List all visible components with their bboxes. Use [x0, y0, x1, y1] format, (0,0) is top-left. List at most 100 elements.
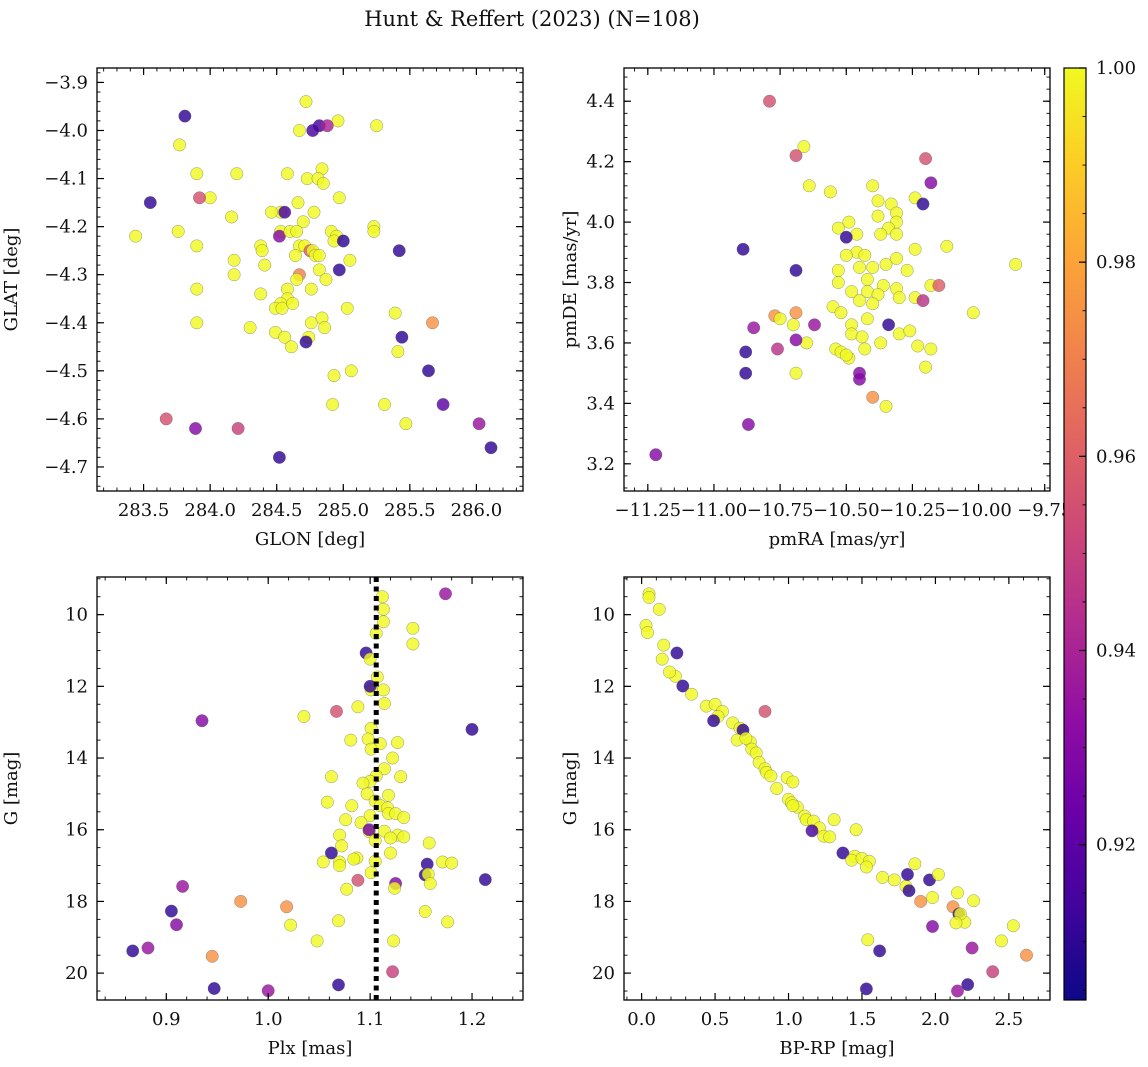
data-point [789, 306, 803, 320]
data-point [297, 709, 311, 723]
data-point [789, 333, 803, 347]
data-point [670, 646, 684, 660]
data-point [351, 873, 365, 887]
x-tick-label: −10.00 [945, 500, 1012, 521]
data-point [931, 868, 945, 881]
data-point [288, 249, 302, 262]
colorbar-tick-label: 0.96 [1096, 446, 1136, 467]
x-axis-label: BP-RP [mag] [779, 1038, 894, 1059]
data-point [839, 230, 853, 244]
data-point [834, 306, 848, 320]
data-point [264, 205, 278, 219]
data-point [382, 788, 395, 802]
x-axis-label: GLON [deg] [255, 529, 365, 550]
data-point [388, 881, 402, 895]
x-axis-label: pmRA [mas/yr] [769, 529, 906, 550]
data-point [384, 831, 397, 845]
data-point [441, 915, 455, 929]
data-point [839, 348, 853, 362]
data-point [333, 859, 347, 873]
panels: 283.5 284.0 284.5 285.0 285.5 286.0 −4.7 −4.6 −4… [1, 67, 1072, 1059]
data-point [387, 934, 401, 948]
data-point [332, 263, 346, 277]
data-point [284, 918, 298, 932]
y-tick-label: 3.8 [586, 273, 615, 294]
data-point [376, 615, 390, 629]
data-point [234, 894, 248, 908]
data-point [327, 369, 341, 383]
data-point [1006, 919, 1020, 933]
axes-frame [96, 576, 524, 1001]
data-point [362, 823, 376, 837]
data-point [901, 868, 914, 881]
data-point [275, 301, 289, 315]
data-point [205, 949, 219, 963]
data-points [129, 95, 498, 464]
data-point [932, 279, 946, 292]
data-point [758, 704, 772, 718]
data-point [356, 776, 370, 790]
data-point [436, 398, 450, 411]
x-tick-label: −10.25 [879, 500, 946, 521]
data-point [170, 918, 183, 932]
data-point [949, 916, 963, 930]
data-point [344, 364, 358, 378]
data-point [771, 342, 784, 356]
data-point [926, 891, 939, 904]
y-tick-label: 10 [65, 605, 88, 626]
data-point [882, 318, 896, 332]
scatter-panel-1: 283.5 284.0 284.5 285.0 285.5 286.0 −4.7 −4.6 −4… [1, 67, 524, 550]
data-point [849, 823, 863, 837]
data-point [924, 176, 938, 190]
x-tick-label: 286.0 [451, 500, 503, 521]
data-point [304, 282, 318, 296]
data-point [685, 687, 699, 701]
data-point [280, 900, 294, 914]
data-point [316, 176, 330, 190]
data-point [332, 191, 346, 205]
data-point [965, 941, 979, 955]
x-tick-label: 1.0 [774, 1009, 803, 1030]
data-point [940, 239, 954, 253]
data-point [392, 244, 406, 258]
y-tick-label: −4.5 [44, 361, 88, 382]
y-axis-label: G [mag] [1, 752, 22, 825]
y-tick-label: −4.0 [44, 120, 88, 141]
x-tick-label: 1.1 [356, 1009, 385, 1030]
y-tick-label: 14 [65, 748, 88, 769]
y-axis-label: GLAT [deg] [1, 228, 22, 332]
axes-frame [623, 67, 1051, 492]
x-tick-label: 2.5 [995, 1009, 1024, 1030]
y-tick-label: −4.6 [44, 409, 88, 430]
data-point [439, 587, 452, 601]
colorbar-tick-label: 1.00 [1096, 58, 1136, 79]
y-tick-label: 16 [592, 820, 615, 841]
x-tick-label: 0.9 [152, 1009, 181, 1030]
data-point [663, 665, 676, 679]
data-point [258, 258, 272, 272]
data-point [376, 602, 390, 616]
data-point [286, 297, 300, 310]
data-point [853, 372, 866, 386]
data-point [805, 824, 819, 838]
data-point [858, 342, 872, 356]
data-point [472, 417, 486, 431]
data-point [290, 224, 304, 238]
data-point [642, 590, 656, 604]
data-point [876, 870, 889, 884]
data-point [887, 873, 901, 887]
data-point [892, 291, 906, 305]
data-point [391, 736, 405, 750]
data-point [641, 626, 654, 640]
data-point [802, 179, 816, 193]
data-point [171, 224, 185, 238]
y-tick-label: −4.7 [44, 457, 88, 478]
y-tick-label: 18 [65, 891, 88, 912]
data-point [307, 205, 321, 219]
colorbar-tick-label: 0.94 [1096, 641, 1136, 662]
data-point [861, 933, 875, 947]
x-tick-label: 285.5 [384, 500, 436, 521]
data-point [391, 345, 405, 359]
data-point [871, 209, 885, 223]
